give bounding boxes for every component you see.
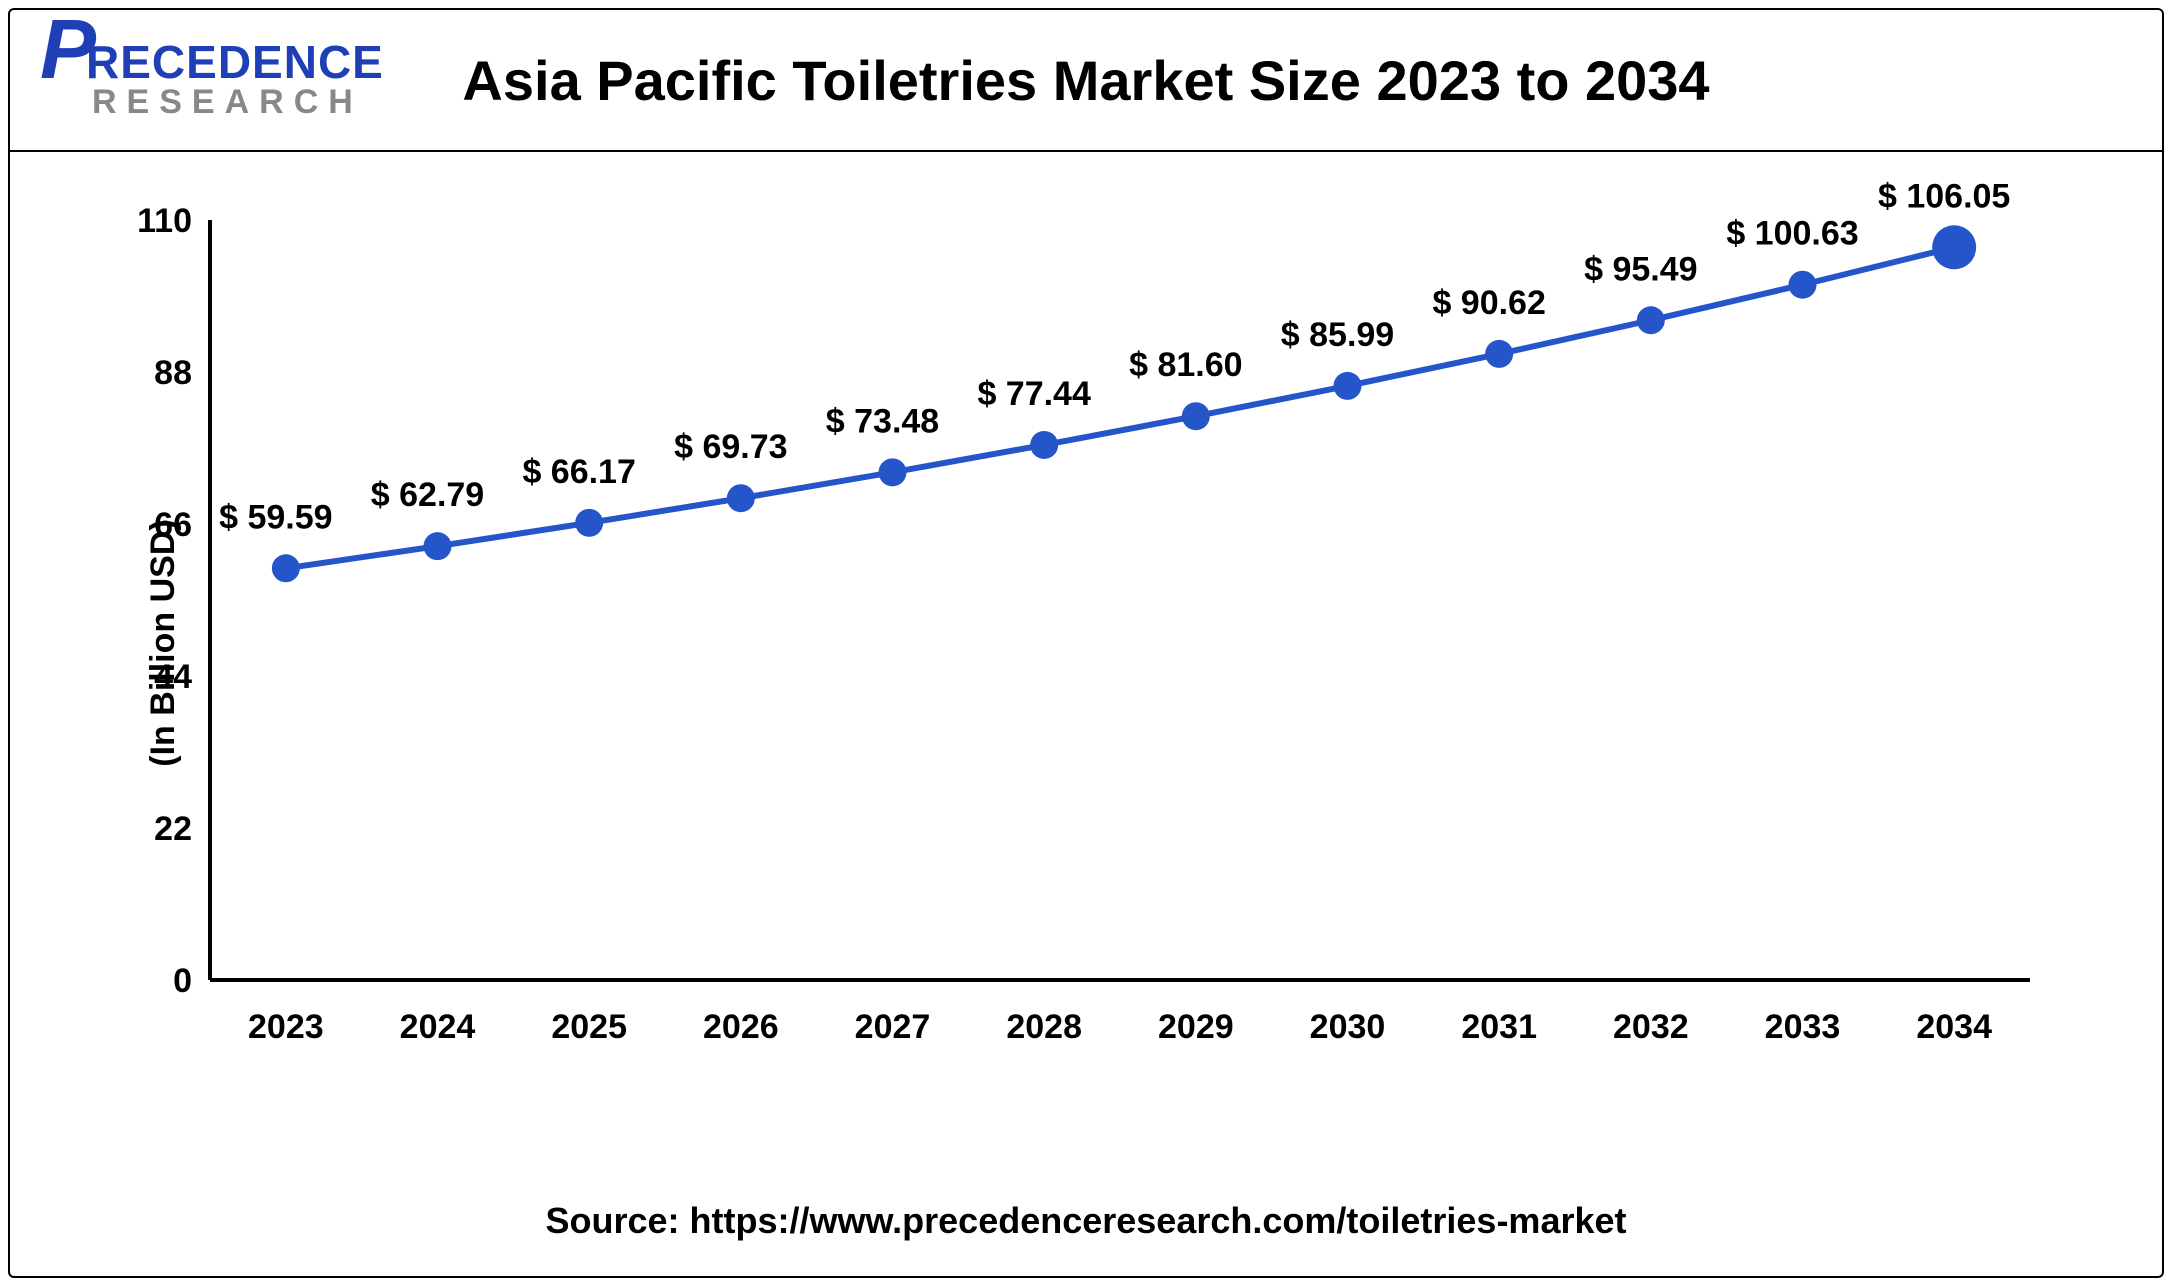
data-label: $ 69.73 bbox=[674, 428, 787, 466]
data-label: $ 100.63 bbox=[1726, 215, 1858, 253]
data-label: $ 59.59 bbox=[219, 498, 332, 536]
data-marker bbox=[1932, 225, 1976, 269]
plot-area: 0 22 44 66 88 110 2023 2024 2025 2026 2027 2028 2029… bbox=[110, 180, 2070, 1100]
y-tick-label: 88 bbox=[154, 354, 192, 392]
x-tick-label: 2026 bbox=[703, 1008, 779, 1046]
line-chart-svg: 0 22 44 66 88 110 2023 2024 2025 2026 2027 2028 2029… bbox=[110, 180, 2070, 1100]
y-tick-label: 0 bbox=[173, 962, 192, 1000]
data-label: $ 95.49 bbox=[1584, 250, 1697, 288]
data-marker bbox=[1334, 372, 1362, 400]
data-marker bbox=[272, 554, 300, 582]
series-line bbox=[286, 247, 1954, 568]
y-tick-label: 22 bbox=[154, 810, 192, 848]
data-marker bbox=[424, 532, 452, 560]
x-tick-label: 2029 bbox=[1158, 1008, 1234, 1046]
x-tick-label: 2024 bbox=[400, 1008, 476, 1046]
data-label: $ 90.62 bbox=[1432, 284, 1545, 322]
x-tick-label: 2032 bbox=[1613, 1008, 1689, 1046]
data-label: $ 85.99 bbox=[1281, 316, 1394, 354]
x-tick-label: 2028 bbox=[1006, 1008, 1082, 1046]
y-tick-label: 110 bbox=[137, 202, 192, 240]
data-marker bbox=[1485, 340, 1513, 368]
title-underline bbox=[10, 150, 2162, 152]
data-marker bbox=[575, 509, 603, 537]
data-marker bbox=[879, 458, 907, 486]
source-text: Source: https://www.precedenceresearch.c… bbox=[0, 1200, 2172, 1242]
x-tick-label: 2027 bbox=[855, 1008, 931, 1046]
data-label: $ 106.05 bbox=[1878, 180, 2010, 215]
data-marker bbox=[1030, 431, 1058, 459]
x-tick-label: 2023 bbox=[248, 1008, 324, 1046]
data-marker bbox=[727, 484, 755, 512]
x-tick-label: 2033 bbox=[1765, 1008, 1841, 1046]
y-tick-label: 44 bbox=[154, 658, 192, 696]
x-tick-label: 2030 bbox=[1310, 1008, 1386, 1046]
data-marker bbox=[1789, 271, 1817, 299]
data-label: $ 62.79 bbox=[371, 476, 484, 514]
chart-title: Asia Pacific Toiletries Market Size 2023… bbox=[0, 48, 2172, 113]
chart-frame: P RECEDENCE RESEARCH Asia Pacific Toilet… bbox=[0, 0, 2172, 1286]
data-label: $ 66.17 bbox=[522, 453, 635, 491]
data-marker bbox=[1182, 402, 1210, 430]
data-label: $ 81.60 bbox=[1129, 346, 1242, 384]
data-label: $ 77.44 bbox=[977, 375, 1091, 413]
x-tick-label: 2031 bbox=[1461, 1008, 1537, 1046]
y-tick-label: 66 bbox=[154, 506, 192, 544]
x-tick-label: 2034 bbox=[1916, 1008, 1992, 1046]
data-marker bbox=[1637, 306, 1665, 334]
data-label: $ 73.48 bbox=[826, 402, 939, 440]
x-tick-label: 2025 bbox=[551, 1008, 627, 1046]
